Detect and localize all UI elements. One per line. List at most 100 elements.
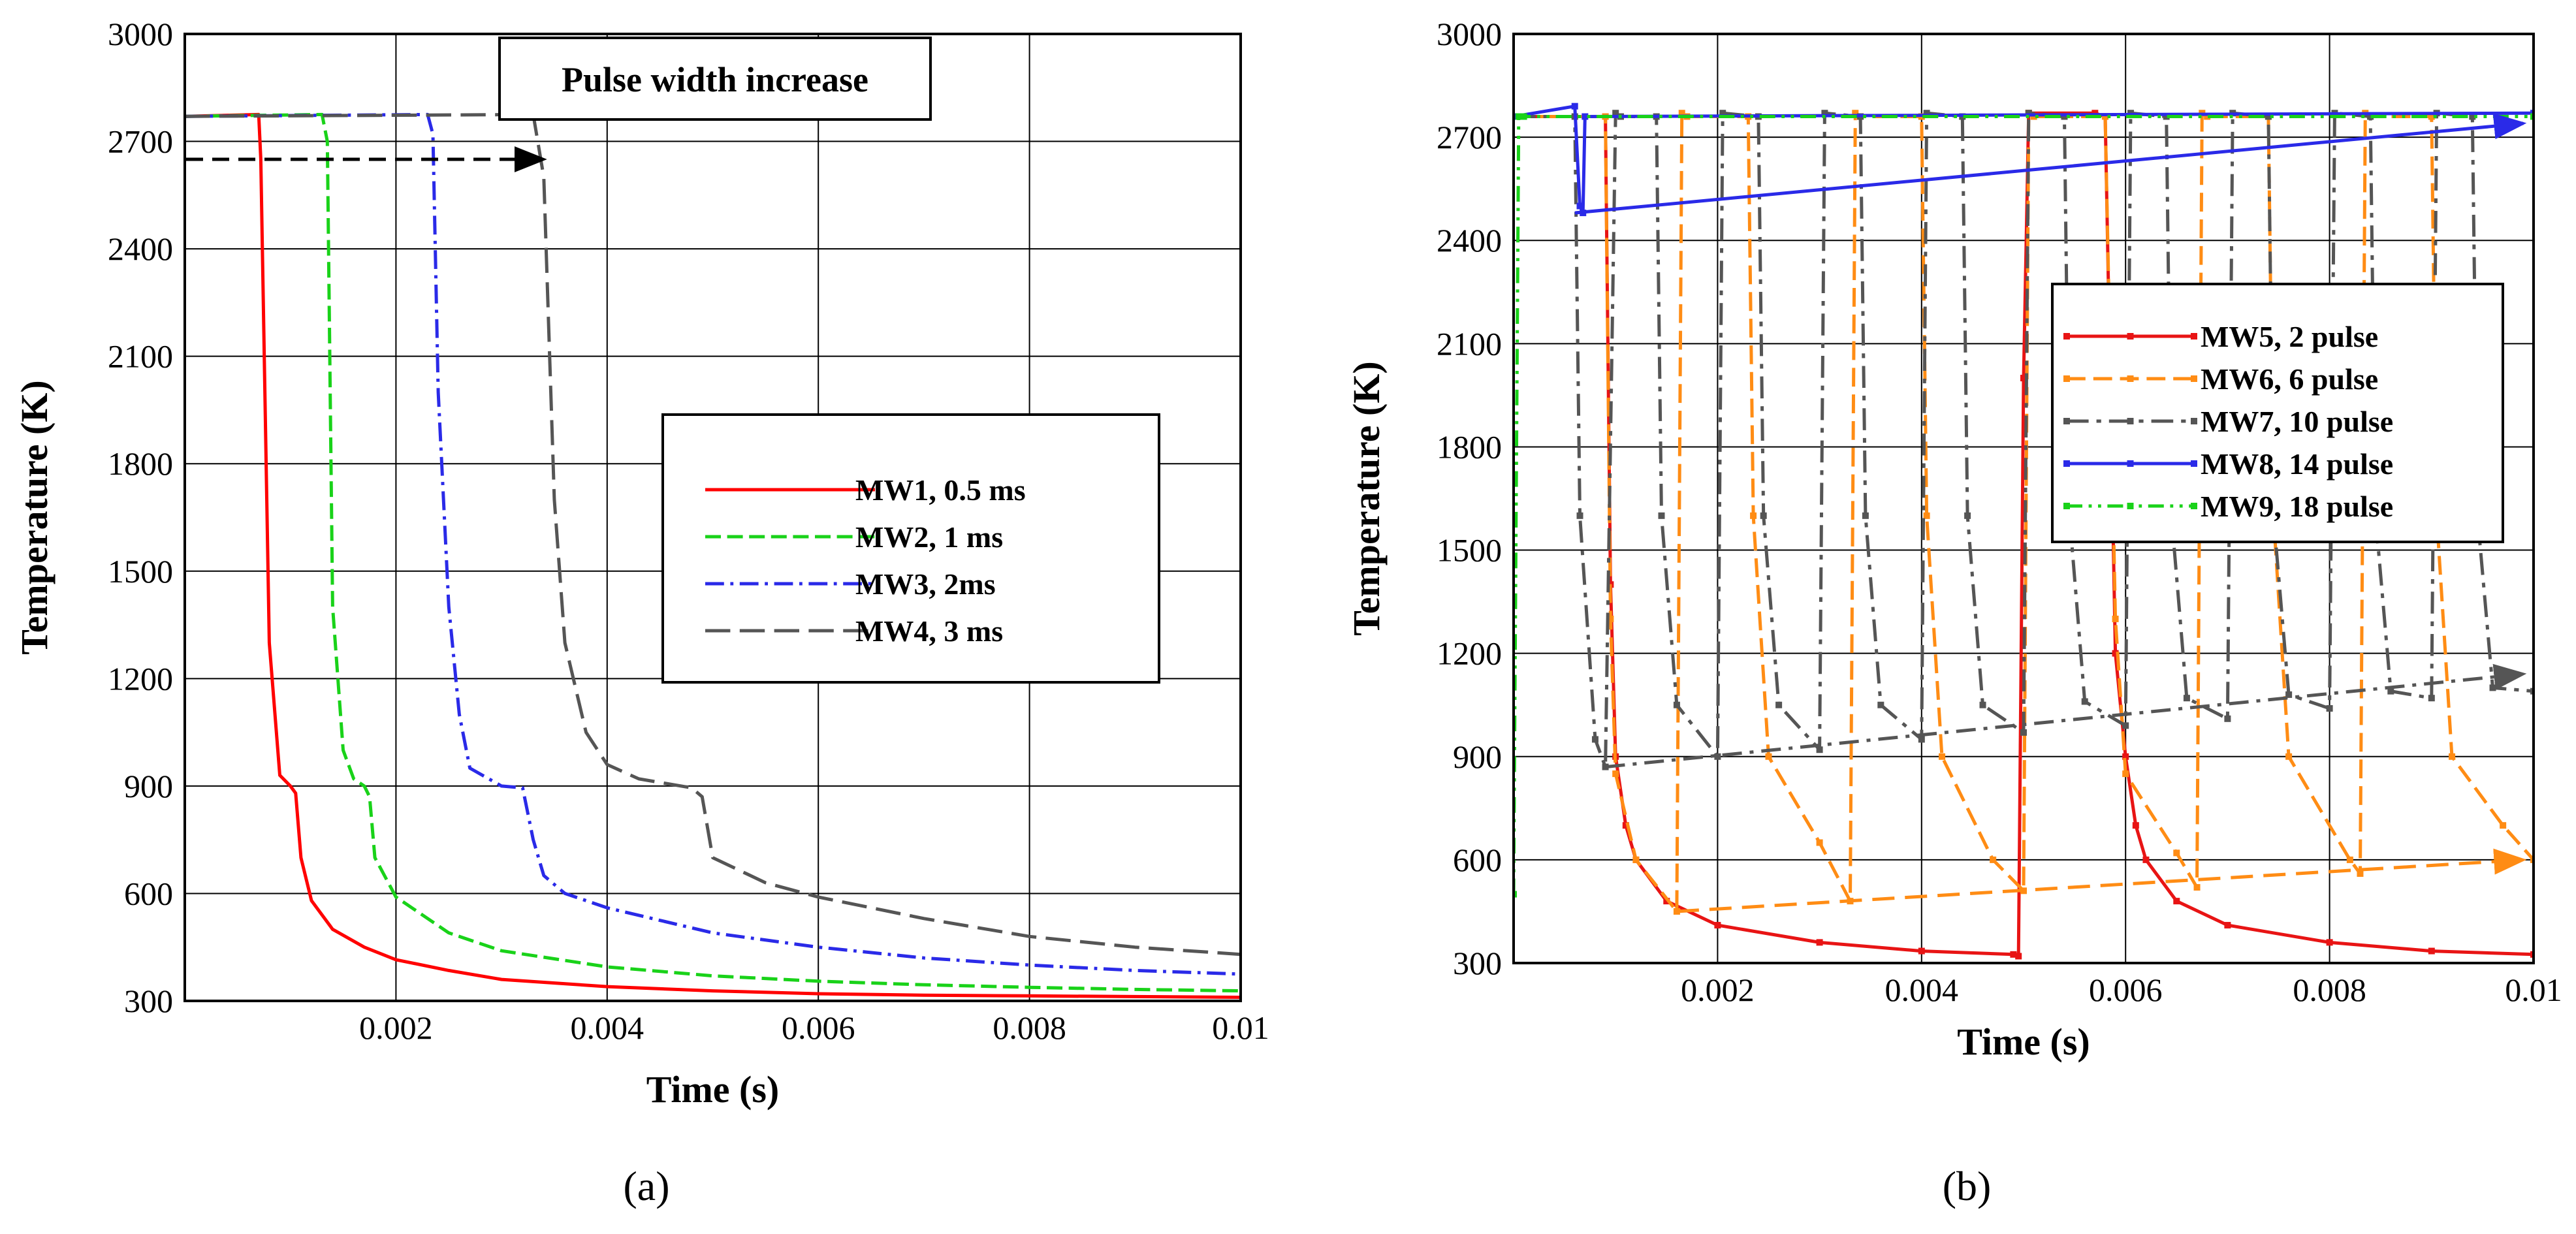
series-marker: [2530, 951, 2534, 958]
series-line-mw2: [185, 112, 1241, 993]
series-marker: [1714, 922, 1721, 929]
y-tick-label: 2700: [108, 123, 173, 160]
y-tick-label: 1500: [1437, 532, 1502, 569]
y-tick-label: 3000: [108, 16, 173, 52]
series-marker: [2346, 856, 2353, 863]
y-axis-label: Temperature (K): [13, 380, 56, 654]
series-marker: [1775, 701, 1783, 708]
series-marker: [1582, 113, 1589, 120]
series-marker: [2025, 110, 2032, 117]
series-marker: [1678, 110, 1685, 117]
series-marker: [2530, 113, 2534, 120]
x-tick-label: 0.006: [782, 1009, 855, 1046]
panel-label: (b): [1943, 1163, 1992, 1209]
series-marker: [1816, 839, 1823, 846]
series-marker: [2183, 695, 2190, 702]
series-marker: [2428, 113, 2435, 120]
series-marker: [1612, 770, 1619, 778]
legend-entry: MW9, 18 pulse: [2201, 490, 2393, 523]
legend-marker: [2063, 375, 2070, 382]
legend-marker: [2063, 418, 2070, 424]
panel-b: 0.002 0.004 0.006 0.008 0.01 300 600 900 1200 150…: [1345, 16, 2562, 1209]
legend-box: [661, 413, 1160, 684]
series-marker: [1979, 701, 1986, 708]
y-tick-label: 600: [124, 875, 173, 911]
series-marker: [1760, 512, 1767, 519]
series-marker: [2530, 110, 2534, 117]
series-marker: [2081, 698, 2088, 705]
series-marker: [2122, 722, 2129, 729]
panel-a: 0.002 0.004 0.006 0.008 0.01 300 600 900 1200 150…: [13, 16, 1269, 1209]
legend-entry: MW3, 2ms: [855, 567, 996, 601]
series-marker: [2530, 688, 2534, 695]
y-tick-label: 1200: [108, 660, 173, 697]
y-tick-label: 2400: [108, 230, 173, 267]
series-marker: [1765, 753, 1772, 760]
series-marker: [2020, 729, 2027, 736]
legend-entry: MW5, 2 pulse: [2201, 320, 2378, 353]
series-marker: [2367, 113, 2374, 120]
series-marker: [1514, 113, 1517, 120]
series-marker: [2224, 922, 2231, 929]
series-marker: [2132, 822, 2139, 829]
series-marker: [2173, 898, 2180, 905]
series-marker: [1862, 512, 1869, 519]
series-marker: [2428, 947, 2435, 955]
series-marker: [2285, 691, 2293, 698]
legend-marker: [2191, 375, 2197, 382]
x-tick-label: 0.002: [359, 1009, 433, 1046]
series-marker: [2285, 753, 2293, 760]
x-axis-label: Time (s): [1957, 1020, 2090, 1063]
legend: MW5, 2 pulse MW6, 6 pulse MW7, 10 pulse MW8…: [2051, 283, 2504, 543]
x-tick-label: 0.01: [2505, 972, 2562, 1008]
y-tick-label: 1500: [108, 553, 173, 590]
legend-entry: MW7, 10 pulse: [2201, 405, 2393, 438]
series-marker: [1591, 736, 1598, 743]
trend-arrow: [1605, 663, 2527, 769]
panel-label: (a): [623, 1163, 669, 1209]
legend-marker: [2127, 333, 2134, 340]
series-marker: [1750, 512, 1757, 519]
series-marker: [1877, 701, 1884, 708]
y-tick-label: 1800: [1437, 428, 1502, 465]
y-tick-label: 600: [1453, 842, 1502, 878]
series-marker: [2326, 704, 2333, 712]
series-marker: [2015, 953, 2022, 960]
legend-marker: [2191, 503, 2197, 509]
legend-entry: MW1, 0.5 ms: [855, 473, 1026, 507]
x-tick-label: 0.008: [2293, 972, 2366, 1008]
legend-marker: [2127, 375, 2134, 382]
legend-marker: [2063, 460, 2070, 467]
y-tick-label: 900: [124, 768, 173, 804]
series-marker: [1576, 202, 1583, 210]
x-tick-label: 0.004: [571, 1009, 644, 1046]
y-tick-label: 2100: [1437, 325, 1502, 362]
x-tick-label: 0.01: [1212, 1009, 1269, 1046]
series-marker: [1816, 746, 1823, 753]
legend-marker: [2063, 503, 2070, 509]
series-marker: [2173, 849, 2180, 857]
legend-marker: [2191, 460, 2197, 467]
y-tick-label: 2400: [1437, 222, 1502, 259]
series-marker: [2500, 822, 2507, 829]
series-line-mw8: [1514, 104, 2534, 215]
y-tick-label: 300: [1453, 945, 1502, 981]
trend-arrow: [1574, 113, 2527, 215]
series-marker: [1576, 512, 1583, 519]
series-marker: [1923, 110, 1930, 117]
y-tick-label: 2700: [1437, 119, 1502, 155]
series-marker: [2193, 884, 2201, 891]
series-marker: [1520, 113, 1527, 120]
annotation-text: Pulse width increase: [562, 60, 868, 99]
series-marker: [1939, 753, 1946, 760]
series-marker: [2265, 113, 2272, 120]
series-marker: [1515, 113, 1522, 120]
series-marker: [2357, 870, 2364, 877]
series-marker: [1918, 736, 1925, 743]
legend: MW1, 0.5 ms MW2, 1 ms MW3, 2ms MW4, 3 ms: [661, 413, 1160, 684]
series-marker: [1514, 891, 1517, 898]
series-marker: [2101, 113, 2108, 120]
series-marker: [1673, 701, 1680, 708]
legend-marker: [2127, 460, 2134, 467]
series-marker: [2326, 939, 2333, 946]
